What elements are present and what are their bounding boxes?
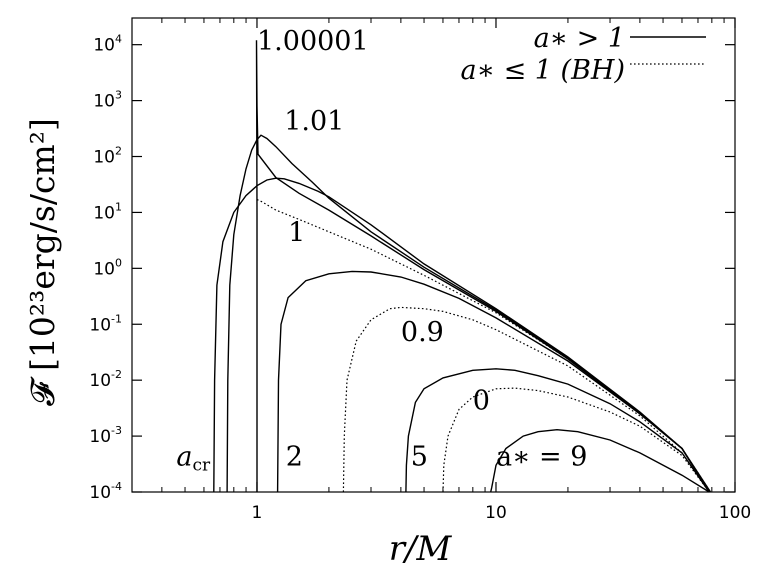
axis-titles: r/M 𝓕 [10²³erg/s/cm²] (23, 118, 452, 569)
curves-layer (213, 40, 712, 493)
y-tick-label: 103 (93, 89, 122, 112)
annotation-1p00001: 1.00001 (257, 26, 369, 57)
annotation-a-9: a∗ = 9 (496, 441, 587, 472)
legend: a∗ > 1 a∗ ≤ 1 (BH) (461, 23, 706, 86)
annotations-layer: 1.00001 1.01 1 0.9 acr 2 5 0a∗ = 9 (176, 26, 587, 475)
legend-entry-dotted-label: a∗ ≤ 1 (BH) (461, 55, 625, 86)
series-5-curve (405, 368, 710, 493)
x-tick-label: 1 (252, 503, 263, 523)
y-tick-label: 10-2 (89, 368, 122, 391)
x-tick-label: 100 (719, 503, 751, 523)
series-1p01-curve (226, 134, 710, 493)
annotation-0p9: 0.9 (401, 317, 444, 348)
annotation-1: 1 (288, 218, 305, 249)
annotation-1p01: 1.01 (284, 106, 344, 137)
series-2-curve (276, 270, 710, 493)
x-axis-label: r/M (389, 529, 453, 569)
legend-entry-solid-label: a∗ > 1 (534, 23, 625, 54)
annotation-a-cr: acr (176, 441, 211, 475)
y-axis-label: 𝓕 [10²³erg/s/cm²] (23, 118, 62, 406)
series-a-9-curve (490, 428, 710, 493)
y-tick-label: 100 (93, 256, 122, 279)
annotation-5: 5 (411, 441, 428, 472)
series-0-curve (442, 387, 710, 493)
series-1-curve (256, 198, 712, 493)
y-tick-label: 10-1 (89, 312, 122, 335)
plot-frame (131, 17, 736, 493)
series-0p9-curve (342, 306, 710, 493)
annotation-0: 0 (473, 385, 490, 416)
y-tick-label: 10-3 (89, 424, 122, 447)
annotation-2: 2 (286, 441, 303, 472)
series-a-cr-curve (213, 177, 712, 493)
x-tick-label: 10 (485, 503, 507, 523)
y-tick-label: 10-4 (89, 480, 122, 503)
series-1p00001-curve (255, 40, 710, 493)
y-tick-label: 102 (93, 145, 122, 168)
y-tick-label: 104 (93, 33, 122, 56)
y-tick-label: 101 (93, 200, 122, 223)
